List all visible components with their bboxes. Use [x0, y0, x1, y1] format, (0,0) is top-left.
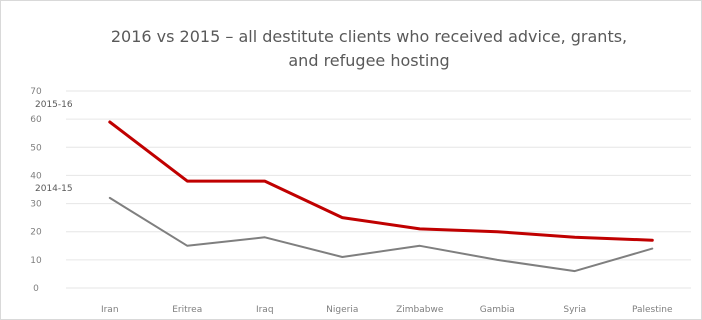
series-line-2014-15 [108, 196, 654, 273]
y-tick-label: 60 [30, 115, 42, 125]
x-tick-label: Syria [563, 305, 586, 315]
x-tick-label: Iran [101, 305, 119, 315]
y-tick-label: 70 [30, 87, 42, 97]
y-tick-label: 0 [33, 284, 39, 294]
chart-title: 2016 vs 2015 – all destitute clients who… [111, 27, 627, 70]
x-axis-ticks: Iran Eritrea Iraq Nigeria Zimbabwe Gambia Syri… [101, 305, 673, 315]
gridlines [66, 90, 691, 289]
chart-title-line: and refugee hosting [288, 51, 449, 70]
y-tick-label: 10 [30, 256, 42, 266]
y-tick-label: 30 [30, 200, 42, 210]
series-line-2015-16 [108, 120, 654, 242]
x-tick-label: Zimbabwe [396, 305, 444, 315]
series-labels: 2015-16 2014-15 [35, 100, 73, 194]
x-tick-label: Palestine [632, 305, 673, 315]
x-tick-label: Gambia [480, 305, 515, 315]
x-tick-label: Eritrea [172, 305, 202, 315]
series-lines [108, 120, 654, 273]
y-tick-label: 40 [30, 171, 42, 181]
y-tick-label: 20 [30, 228, 42, 238]
series-label: 2014-15 [35, 184, 73, 194]
y-tick-label: 50 [30, 143, 42, 153]
x-tick-label: Nigeria [326, 305, 358, 315]
y-axis-ticks: 0 10 20 30 40 50 60 70 [30, 87, 42, 294]
x-tick-label: Iraq [256, 305, 274, 315]
series-label: 2015-16 [35, 100, 73, 110]
chart-title-line: 2016 vs 2015 – all destitute clients who… [111, 27, 627, 46]
